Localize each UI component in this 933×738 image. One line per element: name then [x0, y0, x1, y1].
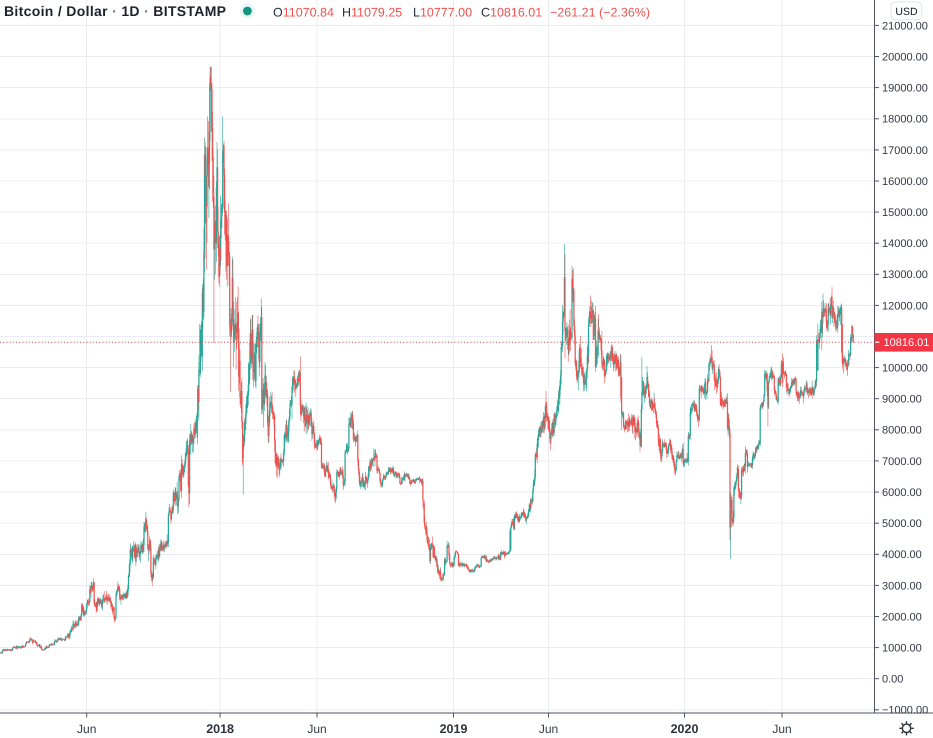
svg-text:−1000.00: −1000.00 [882, 705, 928, 717]
svg-text:13000.00: 13000.00 [882, 269, 928, 281]
svg-text:USD: USD [895, 6, 918, 18]
svg-text:9000.00: 9000.00 [882, 394, 922, 406]
svg-text:18000.00: 18000.00 [882, 114, 928, 126]
svg-text:12000.00: 12000.00 [882, 300, 928, 312]
svg-text:Jun: Jun [772, 722, 791, 736]
svg-text:15000.00: 15000.00 [882, 207, 928, 219]
svg-text:17000.00: 17000.00 [882, 145, 928, 157]
svg-text:8000.00: 8000.00 [882, 425, 922, 437]
svg-text:H11079.25: H11079.25 [342, 6, 402, 20]
svg-text:O11070.84: O11070.84 [273, 6, 334, 20]
svg-text:Jun: Jun [77, 722, 96, 736]
svg-text:2019: 2019 [440, 722, 468, 736]
svg-text:16000.00: 16000.00 [882, 176, 928, 188]
svg-text:10816.01: 10816.01 [884, 337, 930, 349]
svg-text:1000.00: 1000.00 [882, 643, 922, 655]
svg-text:0.00: 0.00 [882, 674, 903, 686]
svg-text:Jun: Jun [307, 722, 326, 736]
svg-text:14000.00: 14000.00 [882, 238, 928, 250]
svg-text:Jun: Jun [539, 722, 558, 736]
svg-text:Bitcoin / Dollar · 1D · BITSTA: Bitcoin / Dollar · 1D · BITSTAMP [4, 3, 226, 19]
svg-text:7000.00: 7000.00 [882, 456, 922, 468]
svg-text:2000.00: 2000.00 [882, 611, 922, 623]
svg-text:5000.00: 5000.00 [882, 518, 922, 530]
svg-text:L10777.00: L10777.00 [413, 6, 472, 20]
svg-text:−261.21 (−2.36%): −261.21 (−2.36%) [550, 6, 650, 20]
svg-text:2018: 2018 [206, 722, 234, 736]
svg-text:19000.00: 19000.00 [882, 83, 928, 95]
svg-text:10000.00: 10000.00 [882, 363, 928, 375]
svg-text:3000.00: 3000.00 [882, 580, 922, 592]
svg-text:C10816.01: C10816.01 [481, 6, 542, 20]
svg-text:21000.00: 21000.00 [882, 20, 928, 32]
svg-text:6000.00: 6000.00 [882, 487, 922, 499]
svg-text:20000.00: 20000.00 [882, 51, 928, 63]
svg-text:2020: 2020 [671, 722, 699, 736]
svg-text:4000.00: 4000.00 [882, 549, 922, 561]
